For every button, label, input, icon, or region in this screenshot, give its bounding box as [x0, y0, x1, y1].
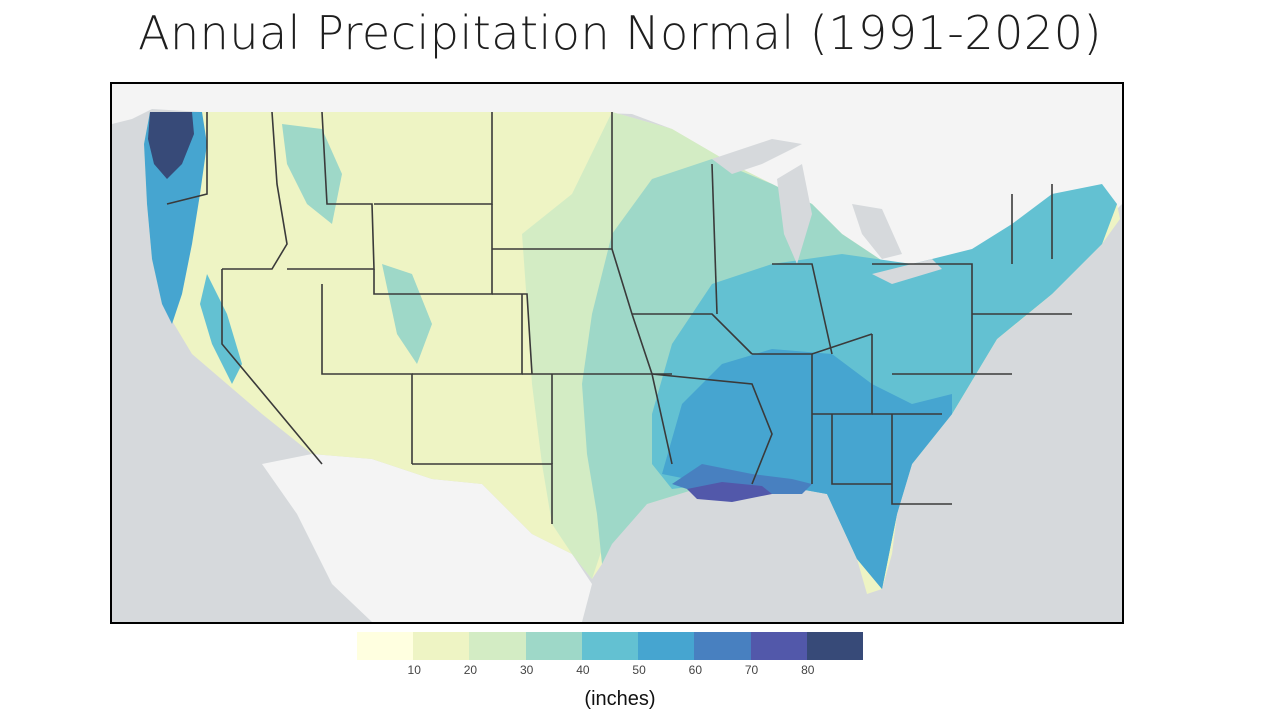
great-lakes	[712, 139, 942, 284]
map-title: Annual Precipitation Normal (1991-2020)	[138, 6, 1102, 60]
legend-tick-label: 10	[407, 663, 421, 677]
legend-tick-label: 20	[463, 663, 478, 677]
color-legend	[357, 632, 863, 660]
legend-swatch	[469, 632, 526, 660]
legend-tick-label: 30	[519, 663, 534, 677]
legend-tick-label: 40	[576, 663, 590, 677]
legend-ticks: 10 20 30 40 50 60 70 80	[357, 663, 863, 679]
legend-tick-label: 50	[632, 663, 646, 677]
band-70-80	[687, 482, 772, 502]
legend-swatch	[806, 632, 863, 660]
legend-swatch	[413, 632, 470, 660]
legend-tick-label: 60	[688, 663, 703, 677]
state-borders	[166, 111, 1072, 524]
pnw-very-wet	[148, 112, 194, 179]
legend-tick-label: 80	[801, 663, 815, 677]
map-svg	[112, 84, 1122, 622]
band-40-50	[652, 184, 1117, 589]
legend-swatch	[694, 632, 751, 660]
rockies-wet-2	[382, 264, 432, 364]
legend-units: (inches)	[584, 688, 656, 710]
band-50-60	[662, 349, 952, 589]
legend-swatch	[581, 632, 639, 660]
legend-swatch	[750, 632, 807, 660]
legend-tick-label: 70	[744, 663, 759, 677]
mexico-land	[262, 454, 592, 622]
legend-swatch	[525, 632, 582, 660]
legend-swatch	[357, 632, 414, 660]
precipitation-map[interactable]	[110, 82, 1124, 624]
legend-swatch	[638, 632, 695, 660]
